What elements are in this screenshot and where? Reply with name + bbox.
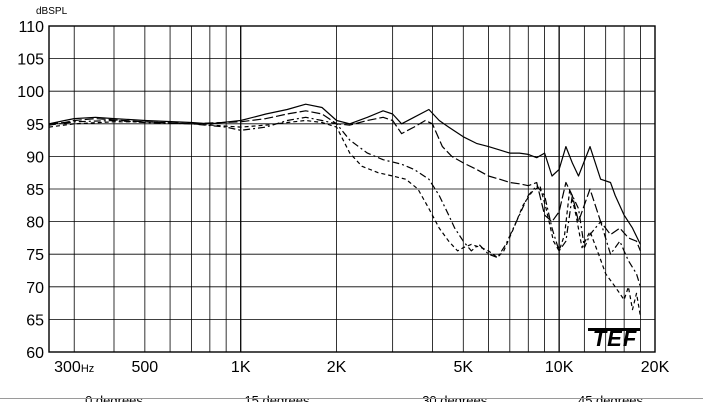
x-tick-label: 10K	[545, 359, 574, 376]
y-tick-label: 105	[17, 52, 44, 69]
series-line-solid	[48, 103, 641, 245]
y-tick-label: 85	[26, 182, 44, 199]
series-line-dash	[48, 110, 641, 252]
tef-logo: TEF	[588, 326, 640, 351]
chart-grid	[49, 25, 655, 353]
y-tick-label: 60	[26, 345, 44, 362]
y-tick-label: 90	[26, 149, 44, 166]
x-tick-label: 1K	[231, 359, 251, 376]
x-tick-label: 2K	[327, 359, 347, 376]
series-line-dashdot	[48, 116, 641, 287]
y-tick-label: 100	[17, 84, 44, 101]
chart-series-group	[48, 103, 641, 317]
y-tick-label: 70	[26, 280, 44, 297]
x-sublabels: 0 degrees 15 degrees 30 degrees 45 degrees	[85, 393, 643, 402]
tef-logo-bar	[588, 328, 640, 331]
series-line-shortdash	[48, 119, 641, 317]
x-sublabel: 0 degrees	[85, 393, 143, 402]
x-tick-label: 5K	[453, 359, 473, 376]
y-tick-label: 95	[26, 117, 44, 134]
bottom-divider	[0, 398, 703, 399]
x-tick-labels: 300Hz 500 1K 2K 5K 10K 20K	[54, 359, 669, 376]
y-tick-label: 110	[18, 19, 44, 36]
y-tick-label: 75	[26, 247, 44, 264]
x-tick-label: 20K	[641, 359, 670, 376]
plot-frame	[48, 25, 656, 353]
y-tick-labels: 110 105 100 95 90 85 80 75 70 65 60	[17, 19, 44, 362]
x-tick-label: 300Hz	[54, 359, 94, 376]
x-sublabel: 15 degrees	[244, 393, 310, 402]
y-tick-label: 80	[26, 215, 44, 232]
x-sublabel: 30 degrees	[422, 393, 488, 402]
x-sublabel: 45 degrees	[578, 393, 644, 402]
y-tick-label: 65	[26, 312, 44, 329]
y-axis-label: dBSPL	[36, 6, 68, 17]
x-tick-label: 500	[132, 359, 159, 376]
